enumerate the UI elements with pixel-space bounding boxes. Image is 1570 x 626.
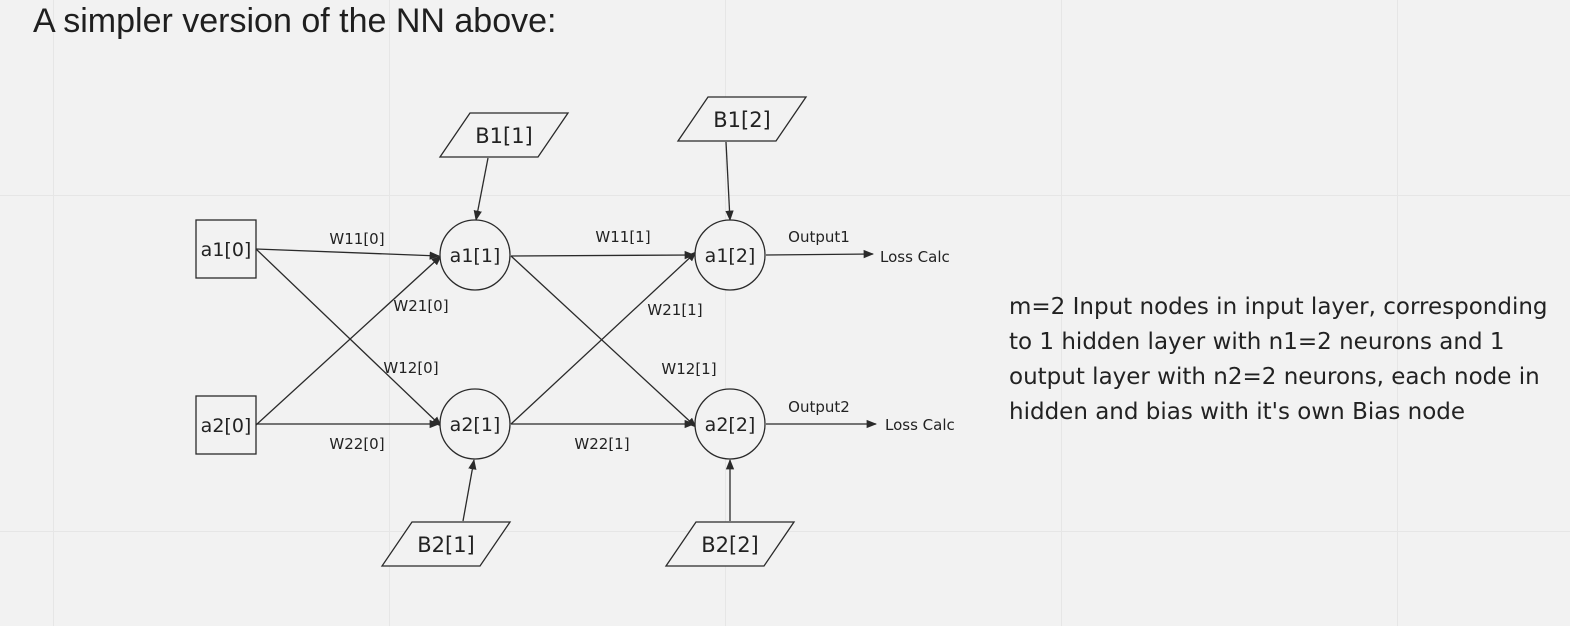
input-node-a1-0-label: a1[0]: [201, 239, 252, 261]
weight-label-w22-0: W22[0]: [329, 435, 384, 453]
edge-b1-2: [725, 141, 734, 222]
output-labels: Output1 Output2 Loss Calc Loss Calc: [788, 228, 955, 434]
hidden-node-a2-1: [439, 388, 511, 460]
weight-label-w22-1: W22[1]: [574, 435, 629, 453]
weight-label-w21-0: W21[0]: [393, 297, 448, 315]
loss-calc-label-2: Loss Calc: [885, 416, 955, 434]
bias-node-b2-2: [664, 521, 796, 567]
output-node-a2-2-label: a2[2]: [705, 414, 756, 436]
weight-label-w21-1: W21[1]: [647, 301, 702, 319]
bias-node-b1-2: [676, 96, 808, 142]
bias-nodes: B1[1] B1[2] B2[1] B2[2]: [380, 96, 808, 567]
hidden-node-a1-1-label: a1[1]: [450, 245, 501, 267]
weight-labels-layer0: W11[0] W21[0] W12[0] W22[0]: [329, 230, 448, 453]
edge-w21-1: [510, 251, 697, 425]
hidden-layer: a1[1] a2[1]: [439, 219, 511, 460]
edge-w12-0: [255, 248, 442, 427]
weight-label-w12-0: W12[0]: [383, 359, 438, 377]
weight-labels-layer1: W11[1] W21[1] W12[1] W22[1]: [574, 228, 716, 453]
output-node-a2-2: [694, 388, 766, 460]
edges-layer0: [255, 248, 442, 429]
edge-w11-1: [510, 250, 696, 260]
edge-output1: [765, 249, 875, 259]
edge-w12-1: [510, 255, 697, 428]
input-layer: a1[0] a2[0]: [195, 219, 257, 455]
network-description: m=2 Input nodes in input layer, correspo…: [1009, 294, 1548, 425]
output-node-a1-2: [694, 219, 766, 291]
bias-edges: [462, 141, 735, 522]
hidden-node-a1-1: [439, 219, 511, 291]
input-node-a1-0: [195, 219, 257, 279]
bias-node-b2-1-label: B2[1]: [417, 533, 475, 557]
loss-calc-label-1: Loss Calc: [880, 248, 950, 266]
output-edges: [765, 249, 878, 429]
hidden-node-a2-1-label: a2[1]: [450, 414, 501, 436]
weight-label-w11-0: W11[0]: [329, 230, 384, 248]
weight-label-w12-1: W12[1]: [661, 360, 716, 378]
input-node-a2-0-label: a2[0]: [201, 415, 252, 437]
bias-node-b2-2-label: B2[2]: [701, 533, 759, 557]
bias-node-b1-1-label: B1[1]: [475, 124, 533, 148]
bias-node-b1-1: [438, 112, 570, 158]
page-title: A simpler version of the NN above:: [33, 2, 557, 40]
bias-node-b1-2-label: B1[2]: [713, 108, 771, 132]
output1-label: Output1: [788, 228, 850, 246]
edge-b2-1: [462, 458, 477, 522]
edge-b1-1: [473, 157, 489, 222]
bias-node-b2-1: [380, 521, 512, 567]
edge-w11-0: [255, 248, 441, 260]
edges-layer1: [510, 250, 697, 429]
weight-label-w11-1: W11[1]: [595, 228, 650, 246]
edge-w21-0: [255, 255, 442, 426]
input-node-a2-0: [195, 395, 257, 455]
output2-label: Output2: [788, 398, 850, 416]
output-layer: a1[2] a2[2]: [694, 219, 766, 460]
output-node-a1-2-label: a1[2]: [705, 245, 756, 267]
